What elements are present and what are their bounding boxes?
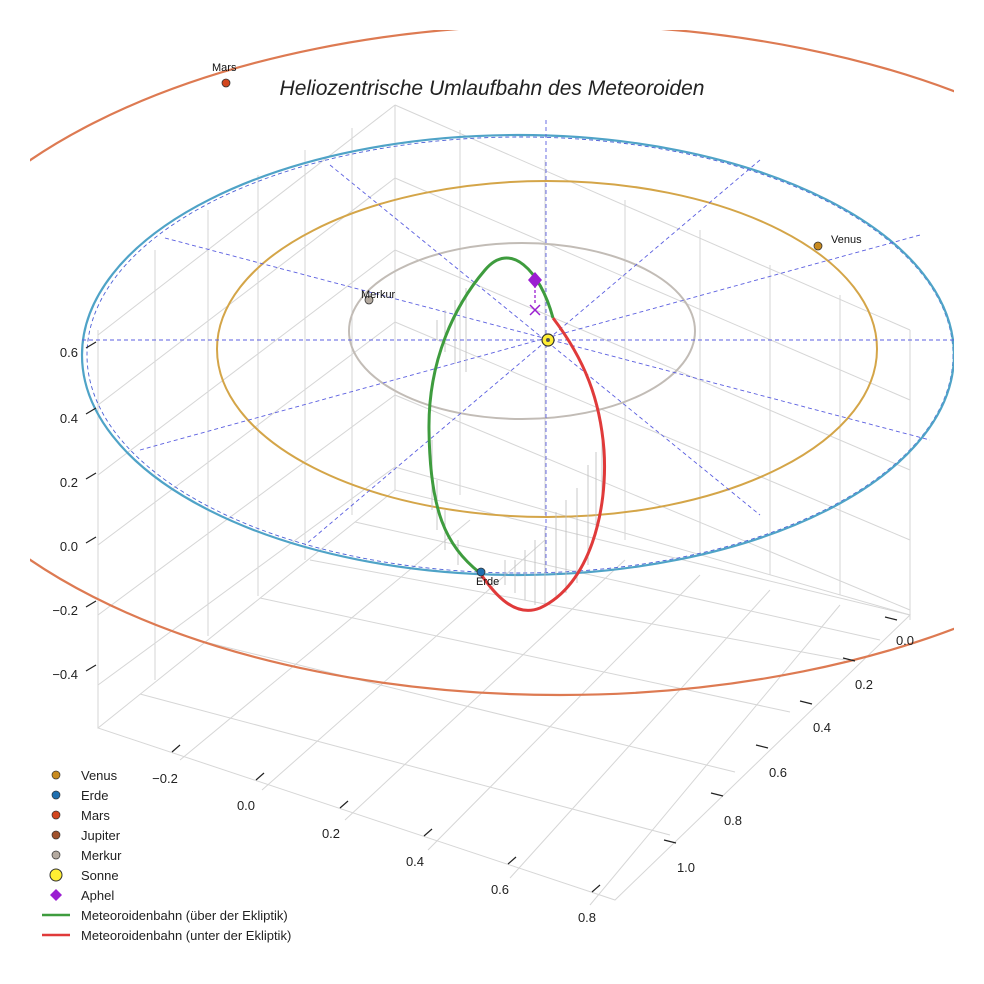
z-tick-1: 0.4: [60, 411, 78, 426]
legend-label-8: Meteoroidenbahn (unter der Ekliptik): [81, 928, 291, 943]
axes-grid: [96, 104, 912, 906]
x-tick-3: 0.4: [406, 854, 424, 869]
x-axis: [171, 744, 601, 893]
meteoroid-orbit-above: [427, 256, 555, 575]
orbit-merkur: [348, 242, 696, 420]
z-tick-5: −0.4: [52, 667, 78, 682]
z-tick-3: 0.0: [60, 539, 78, 554]
aphelion-marker: [528, 272, 542, 288]
legend-marker-0: [51, 770, 61, 780]
planet-venus: [813, 241, 823, 251]
y-tick-4: 0.8: [724, 813, 742, 828]
legend-marker-4: [51, 850, 61, 860]
z-tick-2: 0.2: [60, 475, 78, 490]
z-axis: [85, 341, 97, 672]
meteoroid-drop-lines: [431, 288, 603, 605]
y-axis: [663, 616, 898, 844]
y-tick-2: 0.4: [813, 720, 831, 735]
legend-label-1: Erde: [81, 788, 108, 803]
planet-label-erde: Erde: [476, 576, 499, 588]
legend-marker-6: [50, 889, 62, 901]
planet-label-mars: Mars: [212, 62, 237, 74]
y-tick-3: 0.6: [769, 765, 787, 780]
legend-marker-5: [49, 868, 63, 882]
legend-marker-2: [51, 810, 61, 820]
legend-marker-3: [51, 830, 61, 840]
planet-markers: Mars Venus Merkur Erde: [212, 62, 862, 588]
z-tick-4: −0.2: [52, 603, 78, 618]
x-tick-5: 0.8: [578, 910, 596, 925]
planet-merkur: [364, 295, 374, 305]
sun-core-mark: [546, 338, 550, 342]
z-tick-0: 0.6: [60, 345, 78, 360]
chart-title: Heliozentrische Umlaufbahn des Meteoroid…: [280, 77, 705, 100]
orbit-mars: [30, 30, 954, 696]
x-tick-0: −0.2: [152, 771, 178, 786]
y-tick-5: 1.0: [677, 860, 695, 875]
aphelion-projection-marker: [529, 304, 541, 316]
legend-label-6: Aphel: [81, 888, 114, 903]
legend: Venus Erde Mars Jupiter Merkur Sonne Aphel Mete…: [42, 768, 291, 943]
planet-label-merkur: Merkur: [361, 289, 396, 301]
planet-erde: [476, 567, 486, 577]
legend-label-4: Merkur: [81, 848, 122, 863]
legend-label-5: Sonne: [81, 868, 119, 883]
legend-label-7: Meteoroidenbahn (über der Ekliptik): [81, 908, 288, 923]
planet-label-venus: Venus: [831, 234, 862, 246]
meteoroid-orbit-below: [478, 317, 607, 612]
legend-label-0: Venus: [81, 768, 118, 783]
orbit-venus: [216, 180, 878, 518]
legend-label-2: Mars: [81, 808, 110, 823]
y-tick-1: 0.2: [855, 677, 873, 692]
orbit-earth: [81, 133, 954, 577]
ecliptic-reference-lines: [82, 120, 954, 575]
x-tick-2: 0.2: [322, 826, 340, 841]
x-tick-4: 0.6: [491, 882, 509, 897]
legend-label-3: Jupiter: [81, 828, 121, 843]
legend-marker-1: [51, 790, 61, 800]
x-tick-1: 0.0: [237, 798, 255, 813]
planet-mars: [221, 78, 231, 88]
y-tick-0: 0.0: [896, 633, 914, 648]
